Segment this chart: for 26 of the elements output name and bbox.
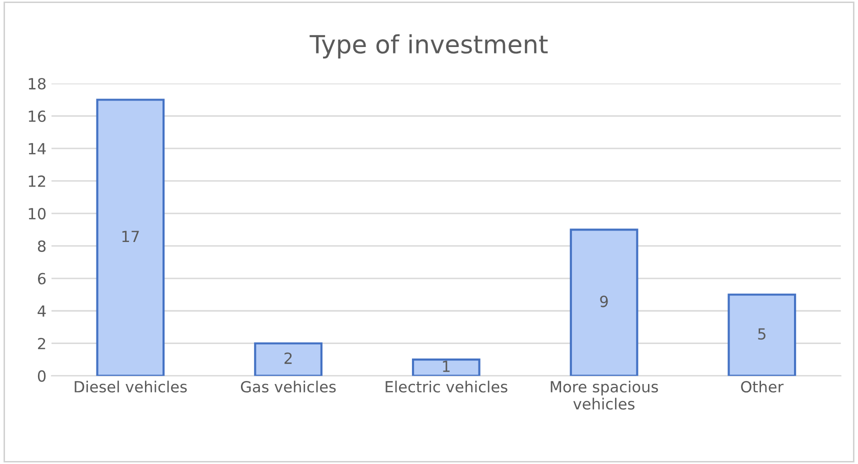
bar (728, 294, 796, 376)
data-label: 17 (122, 230, 139, 242)
y-tick-label: 2 (38, 338, 46, 350)
data-label: 1 (442, 360, 450, 372)
y-tick-label: 10 (28, 208, 46, 220)
bar (570, 228, 638, 376)
y-tick-label: 16 (28, 110, 46, 122)
x-tick-label: Gas vehicles (240, 380, 336, 393)
y-tick-label: 8 (38, 240, 46, 252)
bar (412, 358, 480, 376)
y-tick-label: 18 (28, 78, 46, 90)
y-tick-label: 12 (28, 175, 46, 187)
data-label: 2 (284, 352, 292, 364)
bar (96, 98, 165, 376)
bar (254, 342, 322, 376)
chart-title: Type of investment (310, 34, 548, 58)
y-tick-label: 4 (38, 306, 46, 317)
x-tick-label: Diesel vehicles (74, 380, 187, 393)
x-tick-label: More spacious vehicles (550, 380, 658, 410)
data-label: 9 (600, 296, 608, 308)
y-tick-label: 14 (28, 143, 46, 154)
y-tick-label: 0 (38, 370, 46, 382)
x-tick-label: Other (741, 380, 784, 393)
y-tick-label: 6 (38, 272, 46, 284)
x-tick-label: Electric vehicles (386, 380, 508, 393)
data-label: 5 (758, 328, 766, 340)
